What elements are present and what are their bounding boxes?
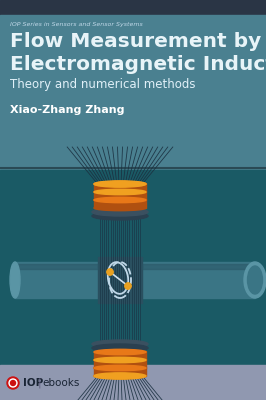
Circle shape [107, 269, 113, 275]
Ellipse shape [94, 197, 146, 203]
Ellipse shape [92, 212, 148, 220]
Bar [15, 262, 98, 298]
Text: Flow Measurement by: Flow Measurement by [10, 32, 261, 51]
Ellipse shape [94, 373, 146, 379]
Bar [94, 191, 146, 200]
Ellipse shape [94, 189, 146, 195]
Circle shape [9, 379, 17, 387]
Bar [98, 257, 142, 303]
Bar [0, 365, 266, 400]
Bar [94, 199, 146, 208]
Ellipse shape [94, 373, 146, 379]
Text: IOP Series in Sensors and Sensor Systems: IOP Series in Sensors and Sensor Systems [10, 22, 143, 27]
Ellipse shape [94, 349, 146, 355]
Bar [0, 15, 266, 205]
Bar [94, 367, 146, 376]
Ellipse shape [244, 262, 266, 298]
Ellipse shape [10, 262, 20, 298]
Text: Electromagnetic Induction: Electromagnetic Induction [10, 55, 266, 74]
Ellipse shape [94, 181, 146, 187]
Ellipse shape [94, 181, 146, 187]
Text: ebooks: ebooks [42, 378, 79, 388]
Circle shape [10, 380, 15, 386]
Text: |: | [38, 378, 41, 388]
Text: IOP: IOP [23, 378, 43, 388]
Ellipse shape [94, 205, 146, 211]
Ellipse shape [94, 357, 146, 363]
Ellipse shape [247, 266, 263, 294]
Bar [94, 183, 146, 192]
Ellipse shape [94, 197, 146, 203]
Ellipse shape [94, 189, 146, 195]
Bar [0, 0, 266, 15]
Bar [15, 264, 98, 269]
Bar [94, 351, 146, 360]
Ellipse shape [92, 208, 148, 216]
Bar [142, 262, 255, 298]
Circle shape [7, 377, 19, 389]
Circle shape [125, 283, 131, 289]
Ellipse shape [94, 357, 146, 363]
Ellipse shape [94, 365, 146, 371]
Bar [0, 170, 266, 365]
Ellipse shape [92, 344, 148, 352]
Ellipse shape [92, 340, 148, 348]
Bar [142, 264, 255, 269]
Ellipse shape [94, 365, 146, 371]
Text: Theory and numerical methods: Theory and numerical methods [10, 78, 196, 91]
Bar [94, 359, 146, 368]
Text: Xiao-Zhang Zhang: Xiao-Zhang Zhang [10, 105, 124, 115]
